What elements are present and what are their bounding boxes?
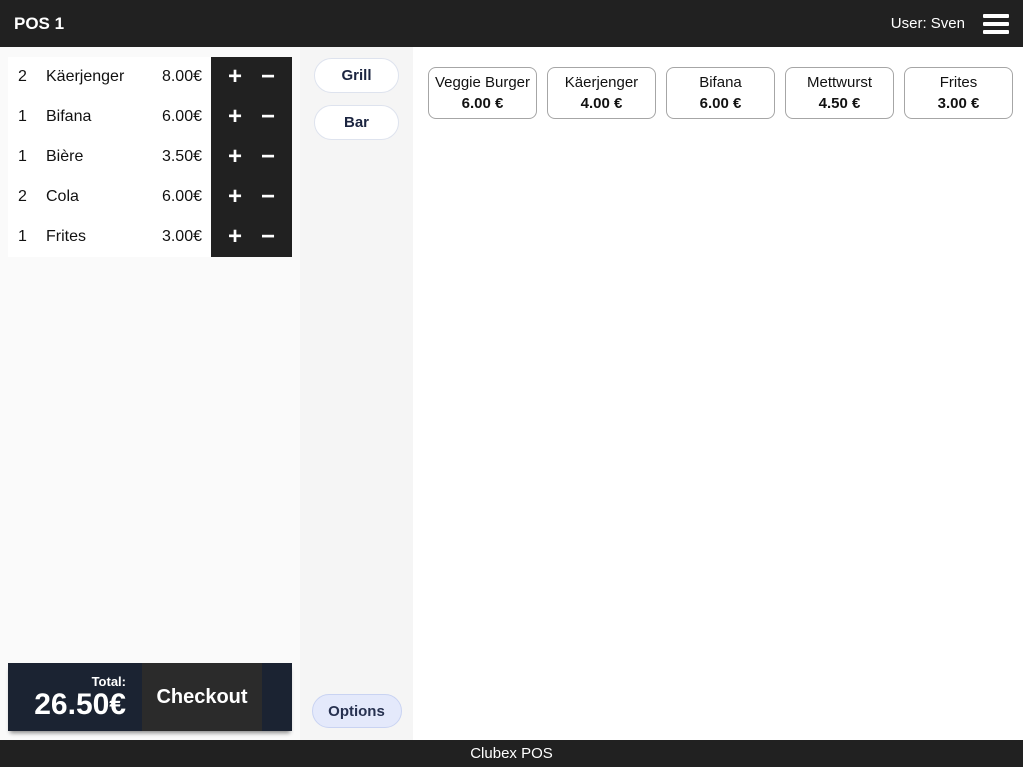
top-bar: POS 1 User: Sven xyxy=(0,0,1023,47)
product-name: Veggie Burger xyxy=(434,74,531,91)
product-price: 4.00 € xyxy=(580,94,623,112)
decrease-quantity-button[interactable]: − xyxy=(260,143,275,170)
category-button[interactable]: Grill xyxy=(314,58,399,93)
increase-quantity-button[interactable]: + xyxy=(227,183,242,210)
order-item-price: 3.50€ xyxy=(161,148,202,165)
increase-quantity-button[interactable]: + xyxy=(227,103,242,130)
order-item-quantity: 2 xyxy=(18,68,27,85)
order-row: 1 Bifana 6.00€ + − xyxy=(8,97,292,137)
decrease-quantity-button[interactable]: − xyxy=(260,223,275,250)
order-item-price: 6.00€ xyxy=(161,108,202,125)
order-item-price: 8.00€ xyxy=(161,68,202,85)
page-title: POS 1 xyxy=(14,13,65,33)
category-column: Grill Bar Options xyxy=(300,47,413,740)
product-button[interactable]: Bifana 6.00 € xyxy=(666,67,775,119)
order-item-name: Bière xyxy=(46,148,84,165)
category-button[interactable]: Bar xyxy=(314,105,399,140)
order-row: 2 Cola 6.00€ + − xyxy=(8,177,292,217)
order-item-name: Käerjenger xyxy=(46,68,125,85)
order-item-name: Bifana xyxy=(46,108,92,125)
product-price: 6.00 € xyxy=(461,94,504,112)
options-button[interactable]: Options xyxy=(311,694,402,728)
brand-label: Clubex POS xyxy=(470,745,553,762)
product-name: Bifana xyxy=(699,74,742,91)
order-item-price: 3.00€ xyxy=(161,228,202,245)
current-user-label: User: Sven xyxy=(890,15,965,32)
product-grid: Veggie Burger 6.00 € Käerjenger 4.00 € B… xyxy=(413,47,1023,119)
order-item-controls: + − xyxy=(211,177,292,217)
total-label: Total: xyxy=(91,673,126,689)
order-item-controls: + − xyxy=(211,217,292,257)
order-item-name: Cola xyxy=(46,188,79,205)
product-button[interactable]: Veggie Burger 6.00 € xyxy=(428,67,537,119)
order-item-price: 6.00€ xyxy=(161,188,202,205)
product-button[interactable]: Käerjenger 4.00 € xyxy=(547,67,656,119)
product-button[interactable]: Mettwurst 4.50 € xyxy=(785,67,894,119)
order-list: 2 Käerjenger 8.00€ + − 1 Bifana 6.00€ xyxy=(8,57,292,257)
product-name: Frites xyxy=(939,74,978,91)
order-item-controls: + − xyxy=(211,97,292,137)
total-checkout-block: Total: 26.50€ Checkout xyxy=(8,663,292,731)
product-price: 6.00 € xyxy=(699,94,742,112)
order-row: 2 Käerjenger 8.00€ + − xyxy=(8,57,292,97)
product-price: 3.00 € xyxy=(937,94,980,112)
product-price: 4.50 € xyxy=(818,94,861,112)
increase-quantity-button[interactable]: + xyxy=(227,143,242,170)
footer-bar: Clubex POS xyxy=(0,740,1023,767)
order-total: Total: 26.50€ xyxy=(8,663,142,731)
total-value: 26.50€ xyxy=(34,687,126,721)
product-name: Mettwurst xyxy=(806,74,872,91)
increase-quantity-button[interactable]: + xyxy=(227,63,242,90)
order-item-quantity: 1 xyxy=(18,148,27,165)
order-item-controls: + − xyxy=(211,57,292,97)
content-area: 2 Käerjenger 8.00€ + − 1 Bifana 6.00€ xyxy=(0,47,1023,740)
order-row: 1 Bière 3.50€ + − xyxy=(8,137,292,177)
order-item-quantity: 2 xyxy=(18,188,27,205)
order-item-quantity: 1 xyxy=(18,108,27,125)
product-button[interactable]: Frites 3.00 € xyxy=(904,67,1013,119)
checkout-button[interactable]: Checkout xyxy=(142,663,262,731)
increase-quantity-button[interactable]: + xyxy=(227,223,242,250)
order-item-controls: + − xyxy=(211,137,292,177)
order-item-quantity: 1 xyxy=(18,228,27,245)
order-row: 1 Frites 3.00€ + − xyxy=(8,217,292,257)
order-panel: 2 Käerjenger 8.00€ + − 1 Bifana 6.00€ xyxy=(0,47,300,740)
hamburger-menu-icon[interactable] xyxy=(983,12,1009,36)
product-name: Käerjenger xyxy=(564,74,639,91)
product-area: Veggie Burger 6.00 € Käerjenger 4.00 € B… xyxy=(413,47,1023,740)
decrease-quantity-button[interactable]: − xyxy=(260,63,275,90)
order-item-name: Frites xyxy=(46,228,86,245)
topbar-right: User: Sven xyxy=(891,12,1009,36)
decrease-quantity-button[interactable]: − xyxy=(260,103,275,130)
decrease-quantity-button[interactable]: − xyxy=(260,183,275,210)
